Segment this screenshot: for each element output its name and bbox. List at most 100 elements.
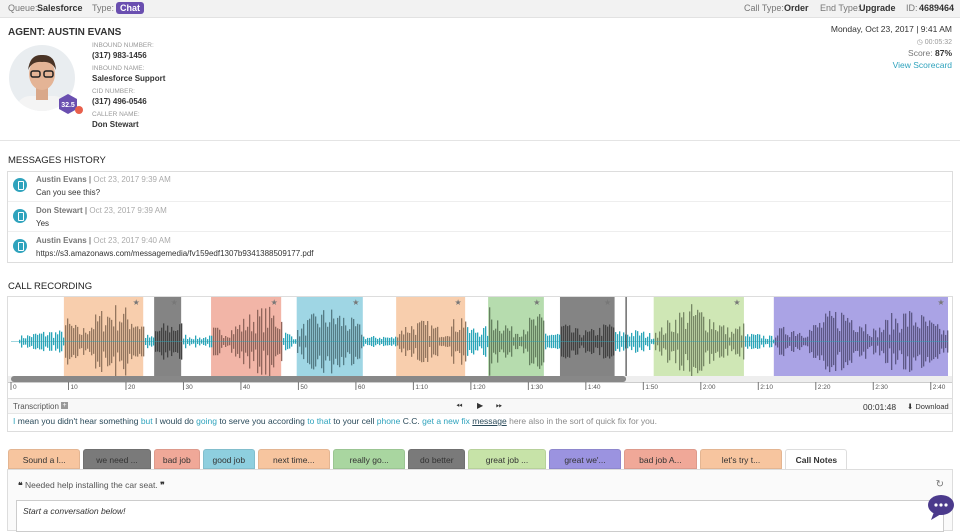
tab[interactable]: really go... xyxy=(333,449,406,469)
play-button[interactable]: ▶︎ xyxy=(477,401,484,410)
segment-star: ★ xyxy=(171,298,178,307)
call-type-label: Call Type: xyxy=(744,3,784,13)
id: 4689464 xyxy=(919,3,955,13)
expand-button[interactable]: + xyxy=(61,402,68,409)
messages-box: Austin Evans | Oct 23, 2017 9:39 AM Can y… xyxy=(7,171,953,263)
rewind-button[interactable]: ⏪︎ xyxy=(456,401,463,410)
field-value: Salesforce Support xyxy=(92,74,166,83)
transcript-word: to serve you according xyxy=(219,416,305,426)
message-icon xyxy=(13,239,27,253)
notes-panel: ❝ Needed help installing the car seat. ❞… xyxy=(7,469,953,532)
x-tick-label: 2:20 xyxy=(818,384,831,391)
segment-star: ★ xyxy=(133,298,140,307)
x-tick-label: 1:30 xyxy=(530,384,543,391)
transcript-word: here also in the sort of quick fix for y… xyxy=(509,416,658,426)
scroll-progress xyxy=(11,376,627,382)
recording-box: ★ ★ ★ ★ ★ ★ ★ ★ ★ 0 10 20 30 40 50 60 1:10 1:20 1:30 1:40 1:… xyxy=(7,296,953,432)
field-label: CALLER NAME: xyxy=(92,111,140,118)
message-row: Don Stewart | Oct 23, 2017 9:39 AM Yes xyxy=(8,201,951,232)
download-link[interactable]: ⬇ Download xyxy=(907,402,949,411)
segment-star: ★ xyxy=(733,298,740,307)
tab[interactable]: bad job xyxy=(153,449,200,469)
summary-duration: ◷ 00:05:32 xyxy=(917,38,952,46)
messages-title: MESSAGES HISTORY xyxy=(8,155,106,166)
message-author: Don Stewart xyxy=(36,206,83,215)
refresh-button[interactable]: ↻ xyxy=(935,479,944,490)
x-tick-label: 50 xyxy=(300,384,308,391)
agent-title: AGENT: AUSTIN EVANS xyxy=(8,27,122,38)
tab[interactable]: great we'... xyxy=(548,449,622,469)
elapsed-time: 00:01:48 xyxy=(863,402,897,412)
x-tick-label: 30 xyxy=(185,384,193,391)
summary-date: Monday, Oct 23, 2017 | 9:41 AM xyxy=(830,24,952,34)
top-bar: Queue: Salesforce Type: Chat Call Type: … xyxy=(0,0,960,18)
transcript-word: to your cell xyxy=(333,416,375,426)
tab[interactable]: bad job A... xyxy=(624,449,697,469)
type-label: Type: xyxy=(92,3,115,13)
x-tick-label: 1:20 xyxy=(473,384,486,391)
x-tick-label: 2:40 xyxy=(933,384,946,391)
transcript-word: I xyxy=(13,416,16,426)
message-row: Austin Evans | Oct 23, 2017 9:40 AM https… xyxy=(8,231,951,262)
transcript-word: get a new fix xyxy=(422,416,470,426)
tab[interactable]: good job xyxy=(203,449,255,469)
transcript-word: going xyxy=(196,416,217,426)
tab[interactable]: do better xyxy=(408,449,466,469)
note-quote: ❝ Needed help installing the car seat. ❞ xyxy=(18,480,165,490)
transcript: I mean you didn't hear something but I w… xyxy=(13,416,657,426)
note-input[interactable]: Start a conversation below! xyxy=(16,500,944,532)
message-header: Don Stewart | Oct 23, 2017 9:39 AM xyxy=(36,206,167,215)
score-label: Score: xyxy=(908,48,933,58)
chat-button[interactable] xyxy=(926,492,958,522)
transcript-word: phone xyxy=(376,416,401,426)
field-label: CID NUMBER: xyxy=(92,88,135,95)
transcript-word: message xyxy=(472,416,507,426)
segment xyxy=(396,297,466,376)
x-tick-label: 2:10 xyxy=(760,384,773,391)
tab[interactable]: we need ... xyxy=(83,449,151,469)
message-author: Austin Evans xyxy=(36,175,87,184)
segment-star: ★ xyxy=(533,298,540,307)
message-text: Yes xyxy=(36,219,50,228)
waveform-chart: ★ ★ ★ ★ ★ ★ ★ ★ ★ 0 10 20 30 40 50 60 1:10 1:20 1:30 1:40 1:… xyxy=(8,297,952,391)
field-value: (317) 983-1456 xyxy=(92,51,147,60)
tab[interactable]: let's try t... xyxy=(699,449,783,469)
tab[interactable]: Sound a l... xyxy=(8,449,81,469)
queue-label: Queue: xyxy=(8,3,38,13)
tab[interactable]: Call Notes xyxy=(785,449,848,470)
recording-title: CALL RECORDING xyxy=(8,281,93,292)
message-header: Austin Evans | Oct 23, 2017 9:40 AM xyxy=(36,236,171,245)
forward-button[interactable]: ⏩︎ xyxy=(496,401,503,410)
agent-score: 32.5 xyxy=(61,102,75,109)
x-tick-label: 1:50 xyxy=(645,384,658,391)
x-tick-label: 2:00 xyxy=(703,384,716,391)
message-row: Austin Evans | Oct 23, 2017 9:39 AM Can y… xyxy=(8,172,951,201)
divider xyxy=(0,140,960,141)
x-tick-label: 2:30 xyxy=(875,384,888,391)
message-header: Austin Evans | Oct 23, 2017 9:39 AM xyxy=(36,175,171,184)
score-value: 87% xyxy=(934,48,952,58)
field-value: Don Stewart xyxy=(92,120,139,129)
segment xyxy=(773,297,948,376)
avatar: 32.5 xyxy=(9,45,83,114)
x-tick-label: 10 xyxy=(70,384,78,391)
tab[interactable]: great job ... xyxy=(468,449,546,469)
tab[interactable]: next time... xyxy=(257,449,330,469)
segment-star: ★ xyxy=(604,298,611,307)
id-label: ID: xyxy=(906,3,918,13)
x-tick-label: 0 xyxy=(13,384,17,391)
field-value: (317) 496-0546 xyxy=(92,97,147,106)
call-type: Order xyxy=(784,3,809,13)
x-tick-label: 1:10 xyxy=(415,384,428,391)
segment-star: ★ xyxy=(352,298,359,307)
message-icon xyxy=(13,178,27,192)
message-author: Austin Evans xyxy=(36,236,87,245)
scorecard-link[interactable]: View Scorecard xyxy=(892,60,952,70)
message-time: Oct 23, 2017 9:39 AM xyxy=(93,175,171,184)
x-tick-label: 20 xyxy=(128,384,136,391)
segment-star: ★ xyxy=(937,298,944,307)
type-badge: Chat xyxy=(116,2,144,14)
end-type-label: End Type: xyxy=(820,3,861,13)
x-tick-label: 40 xyxy=(243,384,251,391)
quote-text: Needed help installing the car seat. xyxy=(24,480,158,490)
